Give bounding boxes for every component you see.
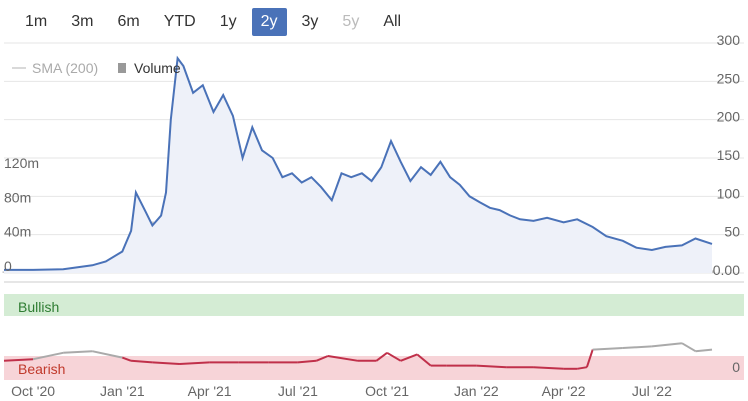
indicator-segment <box>416 353 432 367</box>
range-button-1y[interactable]: 1y <box>219 13 237 30</box>
x-tick-label: Jul '21 <box>278 383 318 399</box>
x-tick-label: Jan '22 <box>454 383 499 399</box>
indicator-tick-label: 0 <box>732 359 740 375</box>
indicator-segment <box>695 348 713 353</box>
volume-tick-label: 120m <box>4 155 39 171</box>
volume-legend-label[interactable]: Volume <box>134 60 181 76</box>
indicator-segment <box>400 353 418 362</box>
price-tick-label: 300 <box>717 32 741 48</box>
indicator-segment <box>3 358 34 362</box>
indicator-segment <box>651 342 683 348</box>
range-selector: 1m 3m 6m YTD 1y 2y 3y 5y All <box>16 8 416 36</box>
price-tick-label: 50 <box>724 224 740 240</box>
legend: SMA (200) Volume <box>12 60 181 76</box>
range-button-3y[interactable]: 3y <box>301 13 319 30</box>
indicator-line <box>3 342 713 370</box>
indicator-segment <box>577 366 588 370</box>
indicator-segment <box>585 349 594 368</box>
volume-tick-label: 80m <box>4 189 31 205</box>
indicator-segment <box>533 366 564 370</box>
indicator-segment <box>92 350 123 359</box>
bullish-label: Bullish <box>18 299 59 315</box>
sma-legend-label[interactable]: SMA (200) <box>32 60 98 76</box>
indicator-segment <box>63 350 93 354</box>
indicator-segment <box>327 355 359 362</box>
x-tick-label: Jan '21 <box>100 383 145 399</box>
indicator-segment <box>152 361 180 365</box>
indicator-segment <box>592 347 623 351</box>
bullish-band <box>4 294 744 316</box>
indicator-segment <box>681 342 697 353</box>
volume-tick-label: 40m <box>4 224 31 240</box>
bearish-label: Bearish <box>18 361 65 377</box>
price-line <box>4 55 713 271</box>
x-axis: Oct '20 Jan '21 Apr '21 Jul '21 Oct '21 Jan '… <box>11 383 672 399</box>
indicator-segment <box>130 359 153 364</box>
indicator-segment <box>179 361 210 365</box>
x-tick-label: Apr '21 <box>188 383 232 399</box>
price-tick-label: 100 <box>717 185 741 201</box>
price-tick-label: 150 <box>717 147 741 163</box>
range-button-1m[interactable]: 1m <box>25 13 48 30</box>
range-button-all[interactable]: All <box>383 13 402 30</box>
x-tick-label: Apr '22 <box>542 383 586 399</box>
indicator-segment <box>315 355 329 362</box>
indicator-segment <box>386 351 402 362</box>
volume-tick-label: 0 <box>4 258 12 274</box>
bearish-band <box>4 356 744 380</box>
indicator-segment <box>32 351 64 361</box>
price-tick-label: 0.00 <box>713 262 740 278</box>
indicator-segment <box>297 359 317 364</box>
x-tick-label: Jul '22 <box>632 383 672 399</box>
range-button-ytd[interactable]: YTD <box>163 13 196 30</box>
x-tick-label: Oct '20 <box>11 383 55 399</box>
indicator-segment <box>121 356 132 362</box>
range-button-2y[interactable]: 2y <box>251 8 287 36</box>
range-button-6m[interactable]: 6m <box>117 13 140 30</box>
price-y-axis: 0.00 50 100 150 200 250 300 0 <box>713 32 740 375</box>
price-tick-label: 250 <box>717 70 741 86</box>
volume-legend-icon[interactable] <box>118 63 126 73</box>
indicator-segment <box>622 345 652 349</box>
x-tick-label: Oct '21 <box>365 383 409 399</box>
price-area <box>4 58 712 273</box>
indicator-segment <box>375 351 388 362</box>
indicator-segment <box>476 364 507 369</box>
price-tick-label: 200 <box>717 109 741 125</box>
range-button-3m[interactable]: 3m <box>71 13 94 30</box>
range-button-5y: 5y <box>342 13 360 30</box>
volume-y-axis: 0 40m 80m 120m <box>4 155 39 274</box>
